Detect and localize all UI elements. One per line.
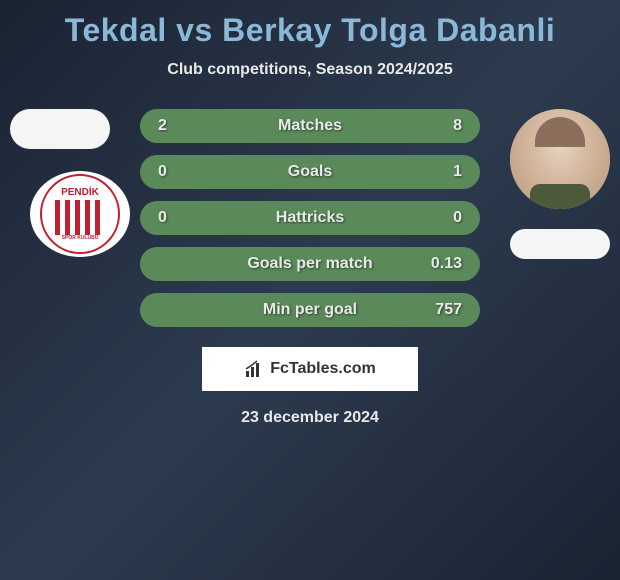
player-left-column: PENDİK SPOR KULÜBÜ [10, 109, 110, 149]
club-logo-inner: PENDİK SPOR KULÜBÜ [40, 174, 120, 254]
player-right-photo [510, 109, 610, 209]
club-logo-left: PENDİK SPOR KULÜBÜ [30, 171, 130, 257]
stat-right-value: 757 [432, 301, 462, 319]
player-right-club-placeholder [510, 229, 610, 259]
stat-label: Min per goal [263, 301, 357, 319]
stat-row-min-per-goal: Min per goal 757 [140, 293, 480, 327]
brand-attribution[interactable]: FcTables.com [202, 347, 418, 391]
club-logo-text: PENDİK [61, 187, 99, 198]
stat-left-value: 0 [158, 209, 188, 227]
comparison-date: 23 december 2024 [0, 409, 620, 427]
club-logo-subtext: SPOR KULÜBÜ [62, 235, 99, 241]
comparison-content: PENDİK SPOR KULÜBÜ 2 Matches 8 0 Goals 1… [0, 109, 620, 427]
stat-row-goals-per-match: Goals per match 0.13 [140, 247, 480, 281]
chart-icon [244, 359, 264, 379]
stats-container: 2 Matches 8 0 Goals 1 0 Hattricks 0 Goal… [140, 109, 480, 327]
stat-left-value: 2 [158, 117, 188, 135]
stat-right-value: 0 [432, 209, 462, 227]
brand-text: FcTables.com [270, 360, 376, 378]
stat-row-goals: 0 Goals 1 [140, 155, 480, 189]
comparison-subtitle: Club competitions, Season 2024/2025 [0, 61, 620, 79]
stat-label: Goals per match [247, 255, 372, 273]
stat-label: Goals [288, 163, 332, 181]
comparison-title: Tekdal vs Berkay Tolga Dabanli [0, 0, 620, 49]
stat-row-hattricks: 0 Hattricks 0 [140, 201, 480, 235]
player-left-photo-placeholder [10, 109, 110, 149]
player-face-graphic [510, 109, 610, 209]
player-right-column [510, 109, 610, 259]
stat-label: Matches [278, 117, 342, 135]
stat-row-matches: 2 Matches 8 [140, 109, 480, 143]
stat-label: Hattricks [276, 209, 344, 227]
club-logo-stripes [55, 200, 105, 235]
stat-right-value: 8 [432, 117, 462, 135]
stat-right-value: 0.13 [431, 255, 462, 273]
stat-right-value: 1 [432, 163, 462, 181]
stat-left-value: 0 [158, 163, 188, 181]
